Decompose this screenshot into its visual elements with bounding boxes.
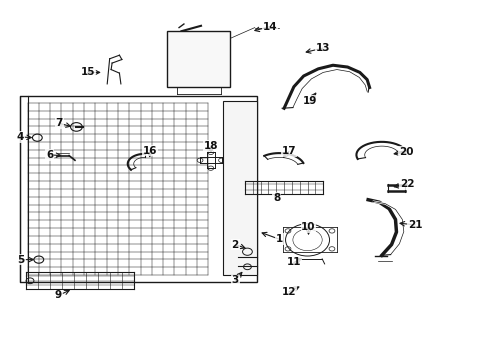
Text: 14: 14 bbox=[263, 22, 278, 32]
Text: 9: 9 bbox=[55, 291, 62, 301]
Text: 3: 3 bbox=[232, 275, 239, 285]
FancyBboxPatch shape bbox=[167, 31, 230, 87]
Text: 4: 4 bbox=[17, 132, 24, 142]
Text: 7: 7 bbox=[56, 118, 63, 128]
Text: 22: 22 bbox=[400, 179, 415, 189]
Text: 16: 16 bbox=[143, 145, 157, 156]
Text: 10: 10 bbox=[301, 222, 316, 232]
Text: 2: 2 bbox=[232, 239, 239, 249]
Text: 21: 21 bbox=[408, 220, 422, 230]
Text: 5: 5 bbox=[18, 255, 25, 265]
Text: 20: 20 bbox=[399, 147, 414, 157]
Text: 18: 18 bbox=[203, 141, 218, 151]
Text: 8: 8 bbox=[273, 193, 280, 203]
Polygon shape bbox=[223, 101, 257, 275]
Text: 11: 11 bbox=[287, 257, 301, 267]
Text: 15: 15 bbox=[80, 67, 95, 77]
Text: 17: 17 bbox=[282, 146, 296, 156]
Text: 6: 6 bbox=[46, 150, 53, 160]
Text: 1: 1 bbox=[275, 234, 283, 244]
Text: 19: 19 bbox=[303, 96, 317, 106]
Text: 12: 12 bbox=[282, 287, 296, 297]
Text: 13: 13 bbox=[316, 43, 330, 53]
